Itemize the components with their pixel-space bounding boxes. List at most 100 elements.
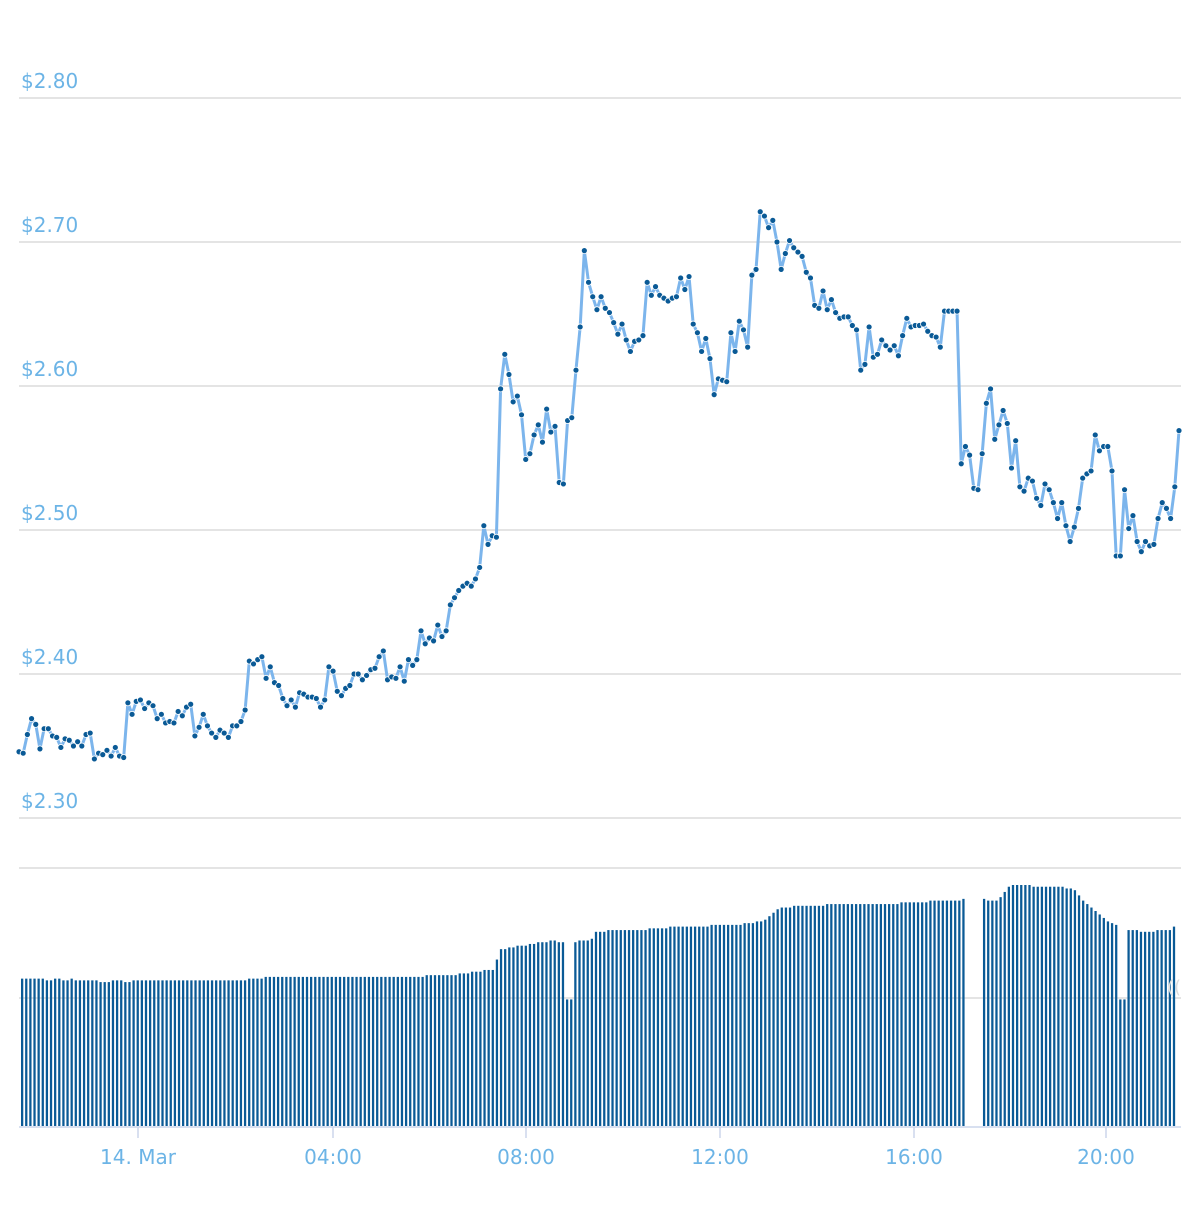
price-point (606, 309, 613, 316)
price-point (932, 333, 940, 341)
price-point (832, 309, 840, 316)
volume-bar (169, 980, 172, 1126)
volume-bar (62, 980, 65, 1126)
price-point (233, 722, 241, 730)
price-point (1075, 504, 1082, 512)
price-point (1158, 499, 1166, 507)
volume-bar (429, 975, 432, 1126)
volume-bar (1024, 885, 1027, 1126)
volume-bar (1102, 917, 1105, 1126)
volume-bar (842, 904, 845, 1126)
volume-bar (1065, 888, 1068, 1126)
x-axis: 14. Mar 04:00 08:00 12:00 16:00 20:00 (19, 1126, 1181, 1169)
volume-bar (586, 940, 589, 1126)
price-point (962, 443, 969, 450)
price-point (363, 672, 370, 679)
price-point (794, 248, 802, 256)
price-point (1079, 474, 1087, 482)
volume-bar (619, 930, 622, 1126)
volume-bar (607, 930, 610, 1126)
price-point (576, 323, 584, 331)
volume-bar (582, 940, 585, 1126)
price-point (354, 670, 362, 678)
volume-bar (115, 980, 119, 1126)
price-point (1012, 437, 1020, 445)
volume-bar (462, 973, 466, 1126)
price-point (480, 522, 488, 530)
price-point (748, 271, 756, 279)
volume-bar (359, 976, 362, 1126)
price-point (472, 575, 479, 583)
price-point (627, 348, 634, 355)
price-point (694, 329, 701, 337)
volume-bar (999, 897, 1002, 1126)
price-point (1171, 483, 1179, 491)
volume-bar (495, 959, 499, 1126)
price-point (379, 647, 387, 655)
volume-bar (644, 930, 647, 1126)
volume-bar (322, 976, 325, 1126)
volume-bar (120, 980, 123, 1126)
price-point (731, 348, 739, 355)
price-point (1003, 420, 1011, 427)
volume-bar (70, 978, 73, 1126)
price-point (1091, 431, 1099, 439)
volume-bar (590, 938, 594, 1126)
volume-bar (206, 980, 210, 1126)
x-tick-label: 12:00 (691, 1145, 749, 1169)
volume-bar (95, 980, 98, 1126)
volume-bar (739, 924, 742, 1126)
volume-bar (537, 942, 540, 1126)
volume-bar (702, 926, 705, 1126)
volume-bar (388, 976, 391, 1126)
volume-bar (1077, 895, 1081, 1126)
volume-bar (1073, 890, 1077, 1126)
price-point (266, 663, 274, 671)
price-point (287, 696, 295, 704)
volume-bar (991, 900, 994, 1126)
volume-bar (371, 976, 375, 1126)
volume-bar (400, 976, 404, 1126)
price-point (773, 238, 781, 246)
volume-bar (813, 905, 816, 1126)
price-point (635, 336, 643, 344)
volume-bar (826, 904, 829, 1126)
price-point (120, 754, 128, 761)
volume-bar (726, 924, 730, 1126)
price-point (262, 674, 270, 682)
volume-bar (272, 976, 276, 1126)
price-point (170, 719, 178, 727)
price-point (199, 710, 207, 718)
volume-bar (103, 982, 106, 1126)
volume-bar (784, 907, 788, 1126)
price-point (1016, 483, 1024, 491)
price-point (518, 411, 525, 419)
volume-bar (475, 971, 478, 1126)
price-point (497, 385, 504, 393)
volume-bar (578, 940, 581, 1126)
price-point (530, 431, 538, 439)
volume-bar (508, 947, 511, 1126)
volume-bar (875, 904, 878, 1126)
price-point (848, 322, 856, 329)
volume-bar (673, 926, 676, 1126)
volume-bar (941, 900, 944, 1126)
volume-bar (685, 926, 688, 1126)
price-point (786, 237, 793, 244)
price-point (798, 252, 806, 260)
volume-bar (99, 982, 102, 1126)
volume-bar (293, 976, 296, 1126)
volume-bar (347, 976, 350, 1126)
price-point (647, 291, 655, 299)
price-point (886, 346, 894, 354)
price-point (208, 729, 216, 737)
price-point (1037, 502, 1045, 509)
price-point (505, 371, 513, 378)
volume-bar (330, 976, 333, 1126)
price-point (853, 326, 860, 334)
price-point (128, 710, 136, 718)
volume-bar (532, 943, 536, 1126)
volume-bar (219, 980, 222, 1126)
price-point (601, 304, 609, 312)
